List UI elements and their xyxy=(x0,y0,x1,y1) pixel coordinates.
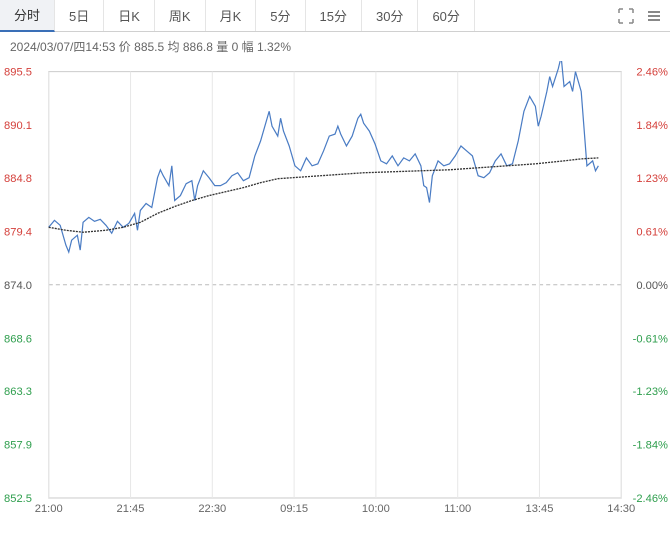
svg-text:868.6: 868.6 xyxy=(4,333,32,345)
info-avg-label: 均 xyxy=(168,40,180,54)
svg-text:21:00: 21:00 xyxy=(35,503,63,515)
svg-text:852.5: 852.5 xyxy=(4,493,32,505)
chart-area[interactable]: 895.5 890.1 884.8 879.4 874.0 868.6 863.3 857.9… xyxy=(0,61,670,531)
tab-3[interactable]: 周K xyxy=(155,0,206,31)
info-vol: 0 xyxy=(232,40,239,54)
svg-text:11:00: 11:00 xyxy=(444,503,471,515)
info-price-label: 价 xyxy=(119,40,131,54)
timeframe-tabs: 分时5日日K周K月K5分15分30分60分 xyxy=(0,0,670,32)
svg-text:09:15: 09:15 xyxy=(280,503,308,515)
info-datetime: 2024/03/07/四14:53 xyxy=(10,40,115,54)
info-bar: 2024/03/07/四14:53 价 885.5 均 886.8 量 0 幅 … xyxy=(0,32,670,61)
tab-5[interactable]: 5分 xyxy=(256,0,305,31)
svg-text:-1.84%: -1.84% xyxy=(633,440,668,452)
tab-0[interactable]: 分时 xyxy=(0,0,55,32)
svg-text:895.5: 895.5 xyxy=(4,67,32,79)
svg-text:890.1: 890.1 xyxy=(4,120,32,132)
info-amp-label: 幅 xyxy=(242,40,254,54)
info-amp: 1.32% xyxy=(257,40,291,54)
svg-text:13:45: 13:45 xyxy=(526,503,554,515)
info-vol-label: 量 xyxy=(216,40,228,54)
svg-text:22:30: 22:30 xyxy=(198,503,226,515)
svg-text:857.9: 857.9 xyxy=(4,440,32,452)
price-chart: 895.5 890.1 884.8 879.4 874.0 868.6 863.3 857.9… xyxy=(0,61,670,531)
info-price: 885.5 xyxy=(134,40,164,54)
svg-text:879.4: 879.4 xyxy=(4,226,32,238)
svg-text:10:00: 10:00 xyxy=(362,503,390,515)
tab-7[interactable]: 30分 xyxy=(362,0,418,31)
svg-text:0.00%: 0.00% xyxy=(636,280,668,292)
info-avg: 886.8 xyxy=(183,40,213,54)
svg-text:1.23%: 1.23% xyxy=(636,173,668,185)
settings-icon[interactable] xyxy=(646,8,662,24)
svg-text:-2.46%: -2.46% xyxy=(633,493,668,505)
tab-1[interactable]: 5日 xyxy=(55,0,104,31)
tab-8[interactable]: 60分 xyxy=(418,0,474,31)
fullscreen-icon[interactable] xyxy=(618,8,634,24)
svg-text:2.46%: 2.46% xyxy=(636,67,668,79)
svg-text:0.61%: 0.61% xyxy=(636,226,668,238)
svg-text:1.84%: 1.84% xyxy=(636,120,668,132)
svg-text:-0.61%: -0.61% xyxy=(633,333,668,345)
tab-2[interactable]: 日K xyxy=(104,0,155,31)
svg-text:863.3: 863.3 xyxy=(4,386,32,398)
tab-4[interactable]: 月K xyxy=(206,0,257,31)
svg-text:874.0: 874.0 xyxy=(4,280,32,292)
svg-text:884.8: 884.8 xyxy=(4,173,32,185)
svg-text:21:45: 21:45 xyxy=(117,503,145,515)
svg-text:14:30: 14:30 xyxy=(607,503,635,515)
tab-6[interactable]: 15分 xyxy=(306,0,362,31)
svg-text:-1.23%: -1.23% xyxy=(633,386,668,398)
